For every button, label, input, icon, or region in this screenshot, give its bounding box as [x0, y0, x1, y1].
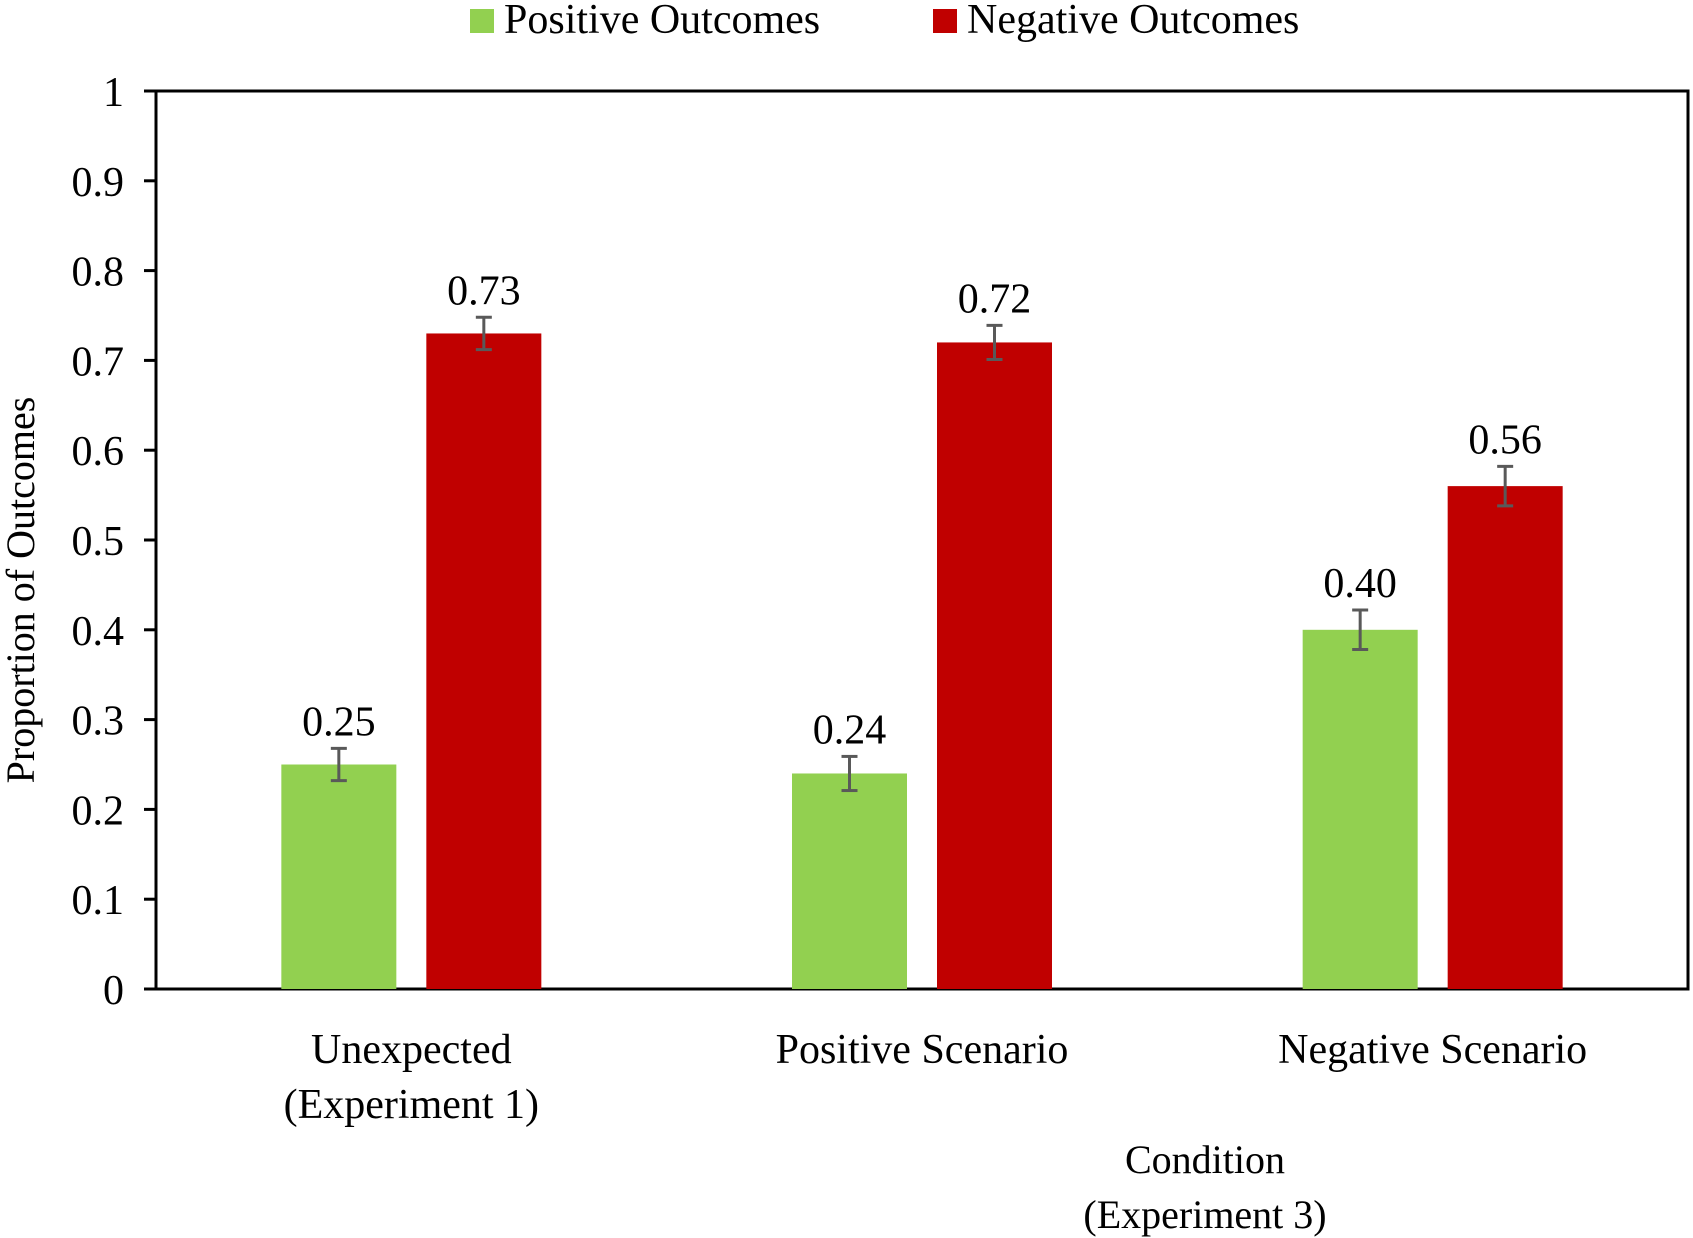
bar-positive-1 [792, 773, 907, 989]
legend-swatch-1 [933, 9, 957, 33]
y-tick-label: 0.2 [72, 788, 125, 834]
y-tick-label: 0.6 [72, 429, 125, 475]
x-axis: Unexpected (Experiment 1) Positive Scenari… [284, 1027, 1588, 1237]
legend-swatch-0 [470, 9, 494, 33]
x-category-label: Unexpected [311, 1027, 512, 1073]
y-tick-label: 0.8 [72, 250, 125, 296]
y-tick-label: 0.7 [72, 339, 125, 385]
y-tick-label: 0.1 [72, 878, 125, 924]
y-tick-label: 0 [103, 968, 124, 1014]
y-tick-label: 0.3 [72, 699, 125, 745]
data-label: 0.24 [813, 707, 887, 753]
bar-negative-1 [937, 342, 1052, 989]
y-tick-label: 0.5 [72, 519, 125, 565]
data-label: 0.73 [447, 268, 521, 314]
legend-label-0: Positive Outcomes [504, 0, 820, 43]
y-tick-label: 0.9 [72, 160, 125, 206]
y-tick-label: 1 [103, 70, 124, 116]
legend-label-1: Negative Outcomes [967, 0, 1299, 43]
x-axis-title: Condition [1125, 1137, 1285, 1182]
legend: Positive Outcomes Negative Outcomes [470, 0, 1299, 43]
x-category-label: Positive Scenario [776, 1027, 1069, 1073]
bar-negative-2 [1447, 486, 1563, 989]
y-tick-label: 0.4 [72, 609, 125, 655]
y-axis-title: Proportion of Outcomes [0, 397, 43, 784]
plot-area: 0.25 0.73 0.24 0.72 0.40 0.56 [154, 89, 1690, 991]
x-category-label: (Experiment 1) [284, 1082, 539, 1128]
data-label: 0.40 [1323, 561, 1397, 607]
data-label: 0.25 [302, 699, 376, 745]
bar-positive-0 [281, 764, 397, 989]
data-label: 0.56 [1468, 417, 1542, 463]
x-category-label: Negative Scenario [1278, 1027, 1587, 1073]
data-label: 0.72 [958, 276, 1032, 322]
bar-negative-0 [426, 333, 542, 990]
bar-positive-2 [1302, 629, 1418, 989]
y-axis: 0 0.1 0.2 0.3 0.4 0.5 0.6 0.7 0.8 0.9 1 Proportion … [0, 70, 156, 1014]
x-axis-title: (Experiment 3) [1083, 1192, 1326, 1237]
